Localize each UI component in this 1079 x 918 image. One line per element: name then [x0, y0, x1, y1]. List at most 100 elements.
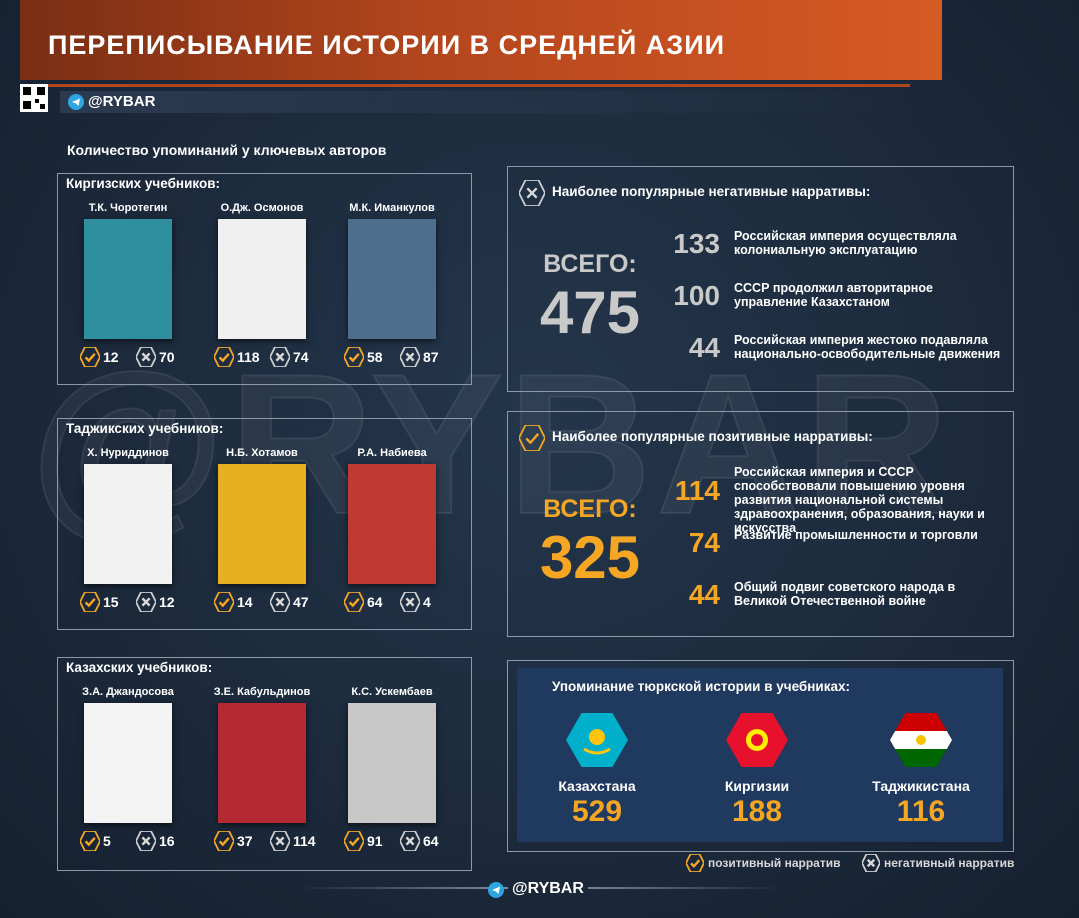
positive-panel	[507, 411, 1014, 637]
positive-count: 5	[103, 833, 111, 849]
qr-code	[20, 84, 48, 112]
negative-count: 12	[159, 594, 175, 610]
positive-count: 14	[237, 594, 253, 610]
author: Н.Б. Хотамов	[226, 447, 298, 459]
positive-icon	[344, 831, 364, 851]
header-band	[20, 0, 942, 80]
negative-count: 70	[159, 349, 175, 365]
narrative-text: Общий подвиг советского народа в Великой…	[734, 580, 956, 608]
negative-icon	[400, 592, 420, 612]
group-box	[57, 173, 472, 385]
total-value: 325	[539, 524, 641, 591]
negative-count: 87	[423, 349, 439, 365]
header-line	[20, 84, 910, 87]
turkic-title: Упоминание тюркской истории в учебниках:	[552, 679, 850, 694]
book-cover	[348, 703, 436, 823]
country: Киргизии	[724, 778, 790, 794]
negative-icon	[400, 347, 420, 367]
narrative-value: 44	[688, 579, 720, 610]
positive-title: Наиболее популярные позитивные нарративы…	[552, 429, 873, 444]
positive-icon	[214, 831, 234, 851]
narrative-text: Российская империя жестоко подавляла нац…	[734, 333, 1001, 361]
total-value: 475	[539, 279, 641, 346]
narrative-text: СССР продолжил авторитарное управление К…	[734, 281, 933, 309]
positive-icon	[80, 347, 100, 367]
watermark: @RYBAR	[29, 332, 953, 557]
country-value: 188	[731, 795, 783, 828]
negative-icon	[136, 592, 156, 612]
positive-icon	[80, 831, 100, 851]
positive-count: 15	[103, 594, 119, 610]
country: Таджикистана	[872, 778, 970, 794]
negative-count: 16	[159, 833, 175, 849]
flag	[726, 713, 788, 767]
group-title: Таджикских учебников:	[66, 421, 224, 436]
positive-count: 58	[367, 349, 383, 365]
positive-icon	[214, 592, 234, 612]
author: Р.А. Набиева	[357, 447, 427, 459]
author: Т.К. Чоротегин	[88, 202, 168, 214]
narrative-value: 74	[688, 527, 720, 558]
negative-panel	[507, 166, 1014, 392]
positive-icon	[80, 592, 100, 612]
flag	[566, 713, 628, 767]
author: К.С. Ускембаев	[351, 686, 433, 698]
positive-count: 91	[367, 833, 383, 849]
legend-positive: позитивный нарратив	[708, 856, 841, 870]
book-cover	[218, 219, 306, 339]
negative-icon	[136, 347, 156, 367]
group-box	[57, 418, 472, 630]
negative-count: 47	[293, 594, 309, 610]
book-cover	[218, 464, 306, 584]
positive-icon	[214, 347, 234, 367]
positive-icon	[519, 425, 545, 451]
country-value: 116	[896, 795, 946, 828]
negative-count: 114	[293, 833, 316, 849]
legend-negative: негативный нарратив	[884, 856, 1015, 870]
group-title: Казахских учебников:	[66, 660, 213, 675]
book-cover	[84, 219, 172, 339]
negative-title: Наиболее популярные негативные нарративы…	[552, 184, 871, 199]
country-value: 529	[571, 795, 623, 828]
negative-icon	[270, 347, 290, 367]
negative-count: 64	[423, 833, 439, 849]
narrative-value: 44	[688, 332, 720, 363]
author: М.К. Иманкулов	[349, 202, 435, 214]
narrative-text: Российская империя осуществляла колониал…	[734, 229, 957, 257]
negative-icon	[400, 831, 420, 851]
handle: @RYBAR	[88, 93, 156, 110]
subtitle: Количество упоминаний у ключевых авторов	[67, 142, 387, 158]
narrative-value: 114	[674, 475, 720, 506]
positive-count: 64	[367, 594, 383, 610]
negative-icon	[862, 854, 880, 872]
negative-icon	[270, 592, 290, 612]
total-label: ВСЕГО:	[543, 495, 637, 523]
author: О.Дж. Осмонов	[220, 202, 304, 214]
country: Казахстана	[558, 778, 636, 794]
total-label: ВСЕГО:	[543, 250, 637, 278]
narrative-value: 133	[673, 228, 720, 259]
negative-icon	[519, 180, 545, 206]
author: З.Е. Кабульдинов	[213, 686, 311, 698]
book-cover	[84, 464, 172, 584]
telegram-icon	[68, 94, 84, 110]
positive-icon	[344, 347, 364, 367]
positive-icon	[686, 854, 704, 872]
narrative-value: 100	[673, 280, 720, 311]
telegram-icon	[488, 882, 504, 898]
narrative-text: Российская империя и СССР способствовали…	[734, 465, 985, 535]
negative-icon	[270, 831, 290, 851]
positive-count: 37	[237, 833, 253, 849]
positive-icon	[344, 592, 364, 612]
author: З.А. Джандосова	[82, 686, 174, 698]
footer-handle: @RYBAR	[508, 880, 588, 898]
negative-icon	[136, 831, 156, 851]
book-cover	[348, 464, 436, 584]
page-title: ПЕРЕПИСЫВАНИЕ ИСТОРИИ В СРЕДНЕЙ АЗИИ	[48, 30, 726, 60]
turkic-panel	[507, 660, 1014, 852]
negative-count: 74	[293, 349, 309, 365]
book-cover	[348, 219, 436, 339]
positive-count: 12	[103, 349, 119, 365]
book-cover	[84, 703, 172, 823]
